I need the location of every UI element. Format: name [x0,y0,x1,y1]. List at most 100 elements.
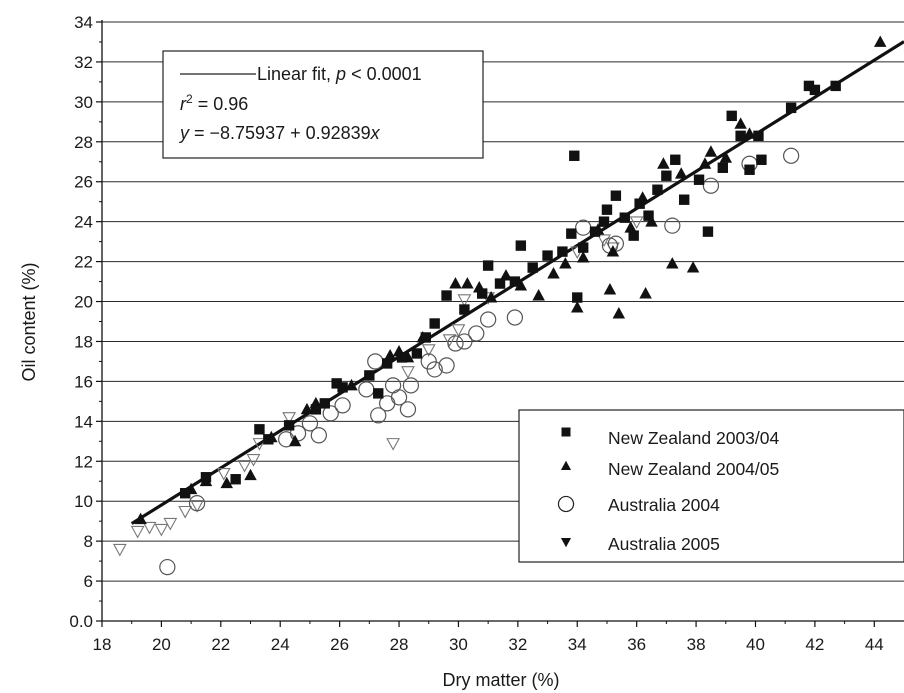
y-tick-label: 18 [74,332,93,351]
data-point [693,174,705,185]
legend-label-nz-2003: New Zealand 2003/04 [608,428,779,448]
legend-label-au-2004: Australia 2004 [608,495,720,515]
data-point [576,251,590,263]
data-point [628,230,639,241]
data-point [809,84,821,96]
data-point [386,438,401,451]
data-point [282,412,297,425]
data-point [830,80,841,92]
x-tick-label: 26 [330,635,349,654]
x-axis-title: Dry matter (%) [443,670,560,690]
data-point [230,474,241,485]
data-point [571,301,584,313]
data-point [547,267,560,279]
y-tick-label: 30 [74,93,93,112]
data-point [134,512,147,525]
legend-item-nz-2004: New Zealand 2004/05 [560,459,779,479]
data-point [216,468,231,481]
data-point [381,358,393,369]
y-tick-label: 22 [74,253,93,272]
data-point [288,434,302,447]
y-tick-label: 8 [84,532,93,551]
data-point [482,260,494,271]
fit-annotation-frame [162,50,484,159]
legend-label-au-2005: Australia 2005 [608,534,720,554]
data-point [441,290,452,301]
data-point [506,309,524,326]
data-point [442,334,457,347]
data-point [756,154,767,165]
y-tick-label: 28 [74,133,93,152]
data-point [566,228,577,239]
data-point [735,130,746,142]
x-tick-label: 38 [687,635,706,654]
data-point [401,366,415,379]
data-point [411,348,423,359]
data-point [803,80,815,92]
legend-item-nz-2003: New Zealand 2003/04 [561,427,779,448]
x-tick-label: 44 [865,635,884,654]
data-point [370,407,387,424]
fit-equation: y = −8.75937 + 0.92839x [178,123,381,143]
data-point [643,210,654,221]
data-point [559,257,572,269]
legend-marker [560,460,572,470]
data-point [283,420,295,431]
y-tick-label: 32 [74,53,93,72]
data-point [619,212,630,223]
data-point [603,283,617,295]
data-point [244,468,257,481]
data-point [420,332,431,343]
data-point [480,311,497,328]
legend: New Zealand 2003/04 New Zealand 2004/05 … [518,409,904,563]
data-point [429,318,440,329]
data-point [719,151,733,163]
data-point [345,378,358,391]
data-point [702,177,720,194]
data-point [367,353,384,370]
data-point [624,221,637,233]
data-point [514,279,528,291]
data-point [112,543,127,557]
data-point [438,357,455,374]
data-point [612,307,626,319]
y-tick-label: 6 [84,572,93,591]
legend-label-nz-2004: New Zealand 2004/05 [608,459,779,479]
open-circle-marker-icon [557,495,575,513]
data-point [527,262,538,273]
data-point [426,361,443,378]
y-tick-label: 12 [74,452,93,471]
y-axis-ticks: 0.0 6 8 10 12 14 16 18 20 22 24 26 28 30 32 34 [69,13,102,631]
data-point [310,427,327,444]
data-point [575,219,592,236]
data-point [678,194,690,205]
data-point [163,517,178,531]
filled-triangle-marker-icon [560,460,572,470]
data-point [661,170,672,181]
data-point [178,505,193,519]
y-tick-label: 34 [74,13,93,32]
x-tick-label: 42 [805,635,824,654]
data-point [542,250,553,261]
data-point [664,217,681,234]
data-point [252,438,267,451]
y-axis-title: Oil content (%) [19,262,39,381]
data-point [477,288,488,299]
data-point [237,460,252,473]
data-point [601,204,613,215]
data-point [358,381,375,398]
data-point [532,289,545,301]
data-point [589,226,601,237]
data-point [456,333,473,350]
data-point [597,234,611,248]
data-point [726,110,737,122]
data-point [610,190,622,201]
y-tick-label: 0.0 [69,612,93,631]
legend-frame [518,409,904,563]
y-tick-label: 10 [74,492,93,511]
x-tick-label: 22 [211,635,230,654]
data-point [666,257,679,269]
data-point [220,476,233,489]
data-point [447,335,464,352]
